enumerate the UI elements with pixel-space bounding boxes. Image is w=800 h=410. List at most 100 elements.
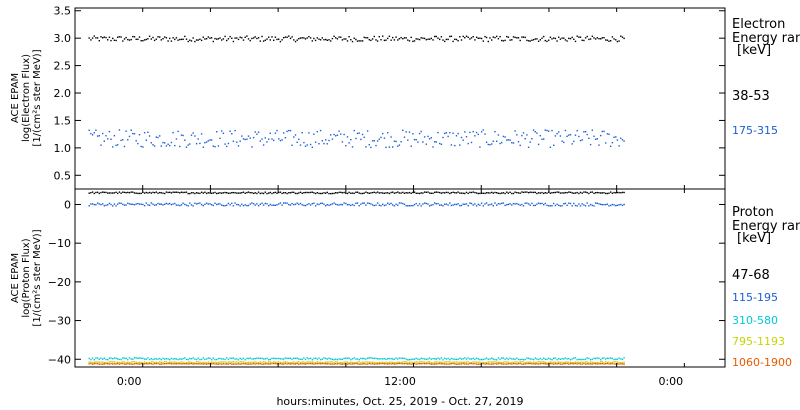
proton-point-series-0 [544, 192, 546, 194]
proton-point-series-2 [343, 357, 345, 360]
proton-point-series-2 [532, 358, 535, 361]
proton-point-series-1 [107, 204, 109, 206]
proton-point-series-4 [578, 362, 580, 365]
proton-point-series-1 [573, 202, 575, 205]
proton-point-series-2 [365, 358, 367, 360]
proton-point-series-1 [420, 205, 422, 207]
electron-point-series-0 [598, 38, 600, 40]
electron-point-series-0 [326, 39, 328, 41]
proton-legend-series-1: 115-195 [732, 291, 778, 304]
proton-point-series-0 [227, 192, 230, 194]
proton-point-series-1 [192, 205, 194, 207]
proton-point-series-2 [546, 358, 548, 360]
proton-point-series-2 [251, 358, 253, 360]
proton-point-series-2 [615, 358, 617, 360]
electron-point-series-0 [227, 38, 230, 40]
electron-point-series-1 [598, 144, 600, 146]
proton-point-series-1 [477, 203, 479, 206]
proton-point-series-3 [244, 362, 246, 364]
electron-point-series-0 [407, 39, 409, 41]
proton-point-series-1 [558, 204, 560, 207]
proton-point-series-4 [234, 363, 236, 365]
electron-point-series-1 [546, 129, 548, 132]
proton-point-series-2 [502, 357, 505, 359]
proton-point-series-0 [363, 192, 365, 194]
proton-point-series-3 [304, 362, 307, 364]
proton-point-series-3 [380, 361, 382, 364]
electron-point-series-0 [105, 36, 107, 39]
proton-point-series-1 [251, 202, 253, 204]
proton-point-series-2 [187, 358, 189, 361]
proton-point-series-2 [123, 357, 126, 359]
proton-point-series-2 [393, 358, 396, 360]
proton-point-series-0 [459, 192, 461, 194]
proton-point-series-2 [536, 358, 538, 360]
electron-point-series-0 [393, 39, 396, 41]
proton-point-series-3 [442, 361, 444, 364]
proton-ylabel-line2: log(Proton Flux) [21, 238, 32, 317]
proton-point-series-0 [249, 192, 251, 194]
electron-point-series-1 [249, 137, 251, 139]
proton-point-series-3 [415, 361, 417, 363]
proton-ylabel: ACE EPAM log(Proton Flux) [1/(cm²s ster … [10, 229, 43, 326]
proton-point-series-4 [296, 362, 298, 365]
electron-point-series-1 [229, 130, 231, 132]
proton-point-series-0 [318, 192, 320, 195]
electron-point-series-1 [593, 135, 595, 137]
proton-point-series-0 [237, 192, 240, 194]
electron-point-series-1 [216, 131, 218, 133]
proton-point-series-4 [392, 362, 394, 365]
proton-point-series-2 [335, 358, 337, 360]
proton-point-series-0 [521, 191, 523, 193]
electron-point-series-0 [112, 37, 114, 40]
proton-point-series-4 [155, 362, 157, 365]
proton-point-series-4 [447, 363, 449, 365]
electron-point-series-1 [415, 139, 417, 141]
electron-point-series-0 [311, 40, 313, 42]
proton-point-series-2 [209, 357, 211, 359]
proton-point-series-4 [90, 362, 92, 365]
proton-point-series-0 [222, 192, 225, 194]
proton-point-series-0 [348, 191, 350, 194]
electron-point-series-1 [564, 129, 567, 132]
proton-point-series-0 [492, 192, 494, 194]
proton-point-series-2 [152, 358, 154, 361]
electron-point-series-0 [465, 35, 468, 37]
proton-point-series-4 [291, 362, 293, 365]
proton-point-series-0 [410, 192, 412, 194]
proton-point-series-3 [460, 361, 463, 363]
proton-point-series-3 [578, 361, 580, 363]
proton-point-series-2 [91, 357, 94, 359]
proton-point-series-3 [195, 361, 198, 363]
proton-point-series-3 [112, 361, 114, 363]
proton-point-series-3 [517, 361, 520, 364]
electron-point-series-1 [259, 140, 261, 142]
proton-point-series-0 [598, 192, 600, 194]
proton-point-series-0 [150, 192, 152, 194]
proton-point-series-4 [435, 363, 437, 365]
proton-point-series-2 [553, 357, 555, 359]
proton-point-series-2 [298, 358, 300, 360]
electron-point-series-0 [281, 39, 283, 41]
proton-legend-energy: Energy ran [732, 219, 800, 234]
proton-point-series-3 [504, 361, 506, 363]
proton-point-series-1 [512, 202, 515, 205]
proton-point-series-2 [529, 358, 531, 360]
proton-point-series-1 [596, 202, 598, 204]
proton-point-series-0 [100, 191, 102, 194]
proton-point-series-2 [346, 357, 349, 359]
proton-point-series-4 [185, 363, 188, 365]
proton-point-series-0 [371, 191, 374, 194]
electron-point-series-1 [526, 134, 528, 136]
proton-point-series-0 [596, 191, 598, 194]
proton-point-series-3 [345, 361, 347, 363]
electron-point-series-1 [524, 138, 526, 140]
proton-point-series-2 [596, 357, 598, 359]
proton-point-series-3 [333, 362, 335, 364]
proton-point-series-0 [375, 192, 377, 194]
proton-point-series-0 [266, 192, 268, 195]
proton-point-series-4 [423, 363, 426, 365]
proton-point-series-3 [611, 361, 614, 363]
electron-point-series-0 [224, 35, 226, 38]
proton-point-series-4 [167, 362, 169, 365]
